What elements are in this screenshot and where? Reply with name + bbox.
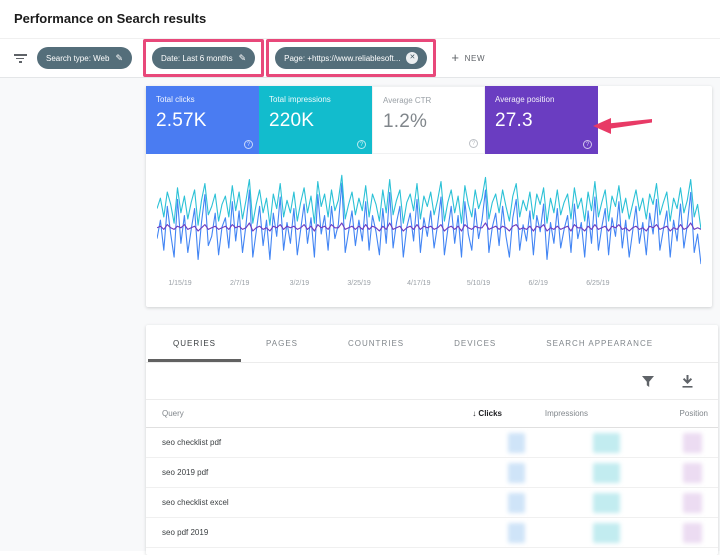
chip-label: Search type: Web bbox=[46, 53, 110, 63]
redacted-position-value bbox=[683, 523, 702, 543]
redacted-position-value bbox=[683, 463, 702, 483]
x-axis-labels: 1/15/19 2/7/19 3/2/19 3/25/19 4/17/19 5/10/19… bbox=[157, 280, 701, 292]
series-line-total-clicks bbox=[157, 182, 701, 265]
queries-table-card: QUERIES PAGES COUNTRIES DEVICES SEARCH APPEA… bbox=[146, 325, 718, 555]
tab-pages[interactable]: PAGES bbox=[266, 339, 298, 348]
metric-label: Total impressions bbox=[269, 95, 331, 104]
column-header-impressions[interactable]: Impressions bbox=[544, 409, 588, 418]
chip-label: Page: +https://www.reliablesoft... bbox=[284, 53, 401, 63]
metric-card-average-position[interactable]: Average position 27.3? bbox=[485, 86, 598, 154]
x-axis-tick: 2/7/19 bbox=[229, 280, 250, 287]
filter-funnel-icon[interactable] bbox=[12, 52, 28, 64]
filter-chip-page-https-www-reliablesoft[interactable]: Page: +https://www.reliablesoft... ✕ bbox=[275, 47, 428, 69]
table-row[interactable]: seo checklist pdf bbox=[146, 428, 718, 458]
table-row[interactable]: seo checklist excel bbox=[146, 488, 718, 518]
tab-countries[interactable]: COUNTRIES bbox=[348, 339, 405, 348]
query-cell: seo checklist excel bbox=[162, 498, 229, 507]
filter-chip-search-type-web[interactable]: Search type: Web ✎ bbox=[37, 47, 132, 69]
redacted-clicks-value bbox=[508, 493, 525, 513]
metric-label: Average position bbox=[495, 95, 555, 104]
table-row[interactable]: seo 2019 pdf bbox=[146, 458, 718, 488]
metric-value: 2.57K bbox=[156, 110, 207, 131]
table-row[interactable]: seo pdf 2019 bbox=[146, 518, 718, 548]
table-tabs: QUERIES PAGES COUNTRIES DEVICES SEARCH APPEA… bbox=[146, 325, 718, 363]
performance-chart-card: Total clicks 2.57K? Total impressions 220K?… bbox=[146, 86, 712, 307]
metric-value: 1.2% bbox=[383, 111, 428, 132]
metric-card-total-clicks[interactable]: Total clicks 2.57K? bbox=[146, 86, 259, 154]
series-line-average-position bbox=[157, 222, 701, 232]
column-header-query[interactable]: Query bbox=[162, 409, 184, 418]
metric-label: Average CTR bbox=[383, 96, 432, 105]
title-bar: Performance on Search results bbox=[0, 0, 720, 38]
x-axis-tick: 4/17/19 bbox=[407, 280, 431, 287]
tab-devices[interactable]: DEVICES bbox=[454, 339, 497, 348]
performance-chart bbox=[157, 174, 701, 265]
tab-search-appearance[interactable]: SEARCH APPEARANCE bbox=[546, 339, 654, 348]
redacted-clicks-value bbox=[508, 523, 525, 543]
metric-label: Total clicks bbox=[156, 95, 195, 104]
query-cell: seo 2019 pdf bbox=[162, 468, 209, 477]
metric-card-total-impressions[interactable]: Total impressions 220K? bbox=[259, 86, 372, 154]
new-filter-label: NEW bbox=[464, 53, 486, 63]
cancel-icon[interactable]: ✕ bbox=[406, 52, 419, 64]
redacted-position-value bbox=[683, 493, 702, 513]
table-toolbar bbox=[146, 363, 718, 400]
tab-queries[interactable]: QUERIES bbox=[148, 325, 242, 362]
pencil-icon[interactable]: ✎ bbox=[115, 52, 123, 63]
highlight-box: Date: Last 6 months ✎ bbox=[143, 39, 265, 77]
table-body: seo checklist pdf seo 2019 pdf seo checkli… bbox=[146, 428, 718, 548]
filter-chip-date-last-6-months[interactable]: Date: Last 6 months ✎ bbox=[152, 47, 256, 69]
help-icon[interactable]: ? bbox=[357, 140, 366, 149]
filter-bar: Search type: Web ✎ Date: Last 6 months ✎ Pag… bbox=[0, 38, 720, 78]
query-cell: seo checklist pdf bbox=[162, 438, 222, 447]
content-area: Total clicks 2.57K? Total impressions 220K?… bbox=[0, 78, 720, 555]
redacted-impressions-value bbox=[593, 523, 620, 543]
metric-card-average-ctr[interactable]: Average CTR 1.2%? bbox=[372, 86, 485, 154]
query-cell: seo pdf 2019 bbox=[162, 528, 209, 537]
page-title: Performance on Search results bbox=[14, 11, 207, 26]
metric-value: 220K bbox=[269, 110, 315, 131]
redacted-impressions-value bbox=[593, 493, 620, 513]
x-axis-tick: 1/15/19 bbox=[168, 280, 192, 287]
metric-cards: Total clicks 2.57K? Total impressions 220K?… bbox=[146, 86, 712, 154]
new-filter-button[interactable]: + NEW bbox=[451, 50, 486, 65]
help-icon[interactable]: ? bbox=[583, 140, 592, 149]
help-icon[interactable]: ? bbox=[244, 140, 253, 149]
redacted-position-value bbox=[683, 433, 702, 453]
column-header-clicks[interactable]: ↓ Clicks bbox=[472, 409, 502, 418]
filter-chips: Search type: Web ✎ Date: Last 6 months ✎ Pag… bbox=[37, 39, 437, 77]
redacted-impressions-value bbox=[593, 463, 620, 483]
x-axis-tick: 5/10/19 bbox=[466, 280, 491, 287]
redacted-clicks-value bbox=[508, 463, 525, 483]
x-axis-tick: 3/2/19 bbox=[289, 280, 310, 287]
column-header-position[interactable]: Position bbox=[679, 409, 708, 418]
table-header-row: Query ↓ Clicks Impressions Position bbox=[146, 400, 718, 428]
highlight-box: Page: +https://www.reliablesoft... ✕ bbox=[266, 39, 437, 77]
metric-value: 27.3 bbox=[495, 110, 533, 131]
x-axis-tick: 3/25/19 bbox=[347, 280, 371, 287]
x-axis-tick: 6/25/19 bbox=[586, 280, 610, 287]
chip-label: Date: Last 6 months bbox=[161, 53, 233, 63]
table-filter-icon[interactable] bbox=[641, 375, 655, 388]
redacted-clicks-value bbox=[508, 433, 525, 453]
redacted-impressions-value bbox=[593, 433, 620, 453]
x-axis-tick: 6/2/19 bbox=[528, 280, 548, 287]
series-line-total-impressions bbox=[157, 174, 701, 230]
help-icon[interactable]: ? bbox=[469, 139, 478, 148]
download-icon[interactable] bbox=[681, 374, 694, 388]
pencil-icon[interactable]: ✎ bbox=[238, 52, 247, 63]
plus-icon: + bbox=[451, 50, 460, 65]
